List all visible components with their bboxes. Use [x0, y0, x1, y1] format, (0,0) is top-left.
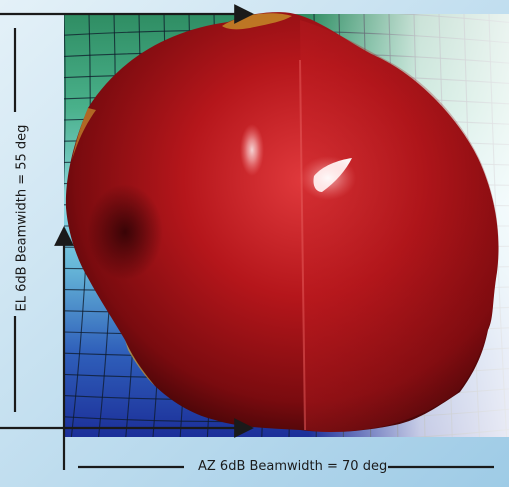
axes: [0, 4, 494, 470]
lobe-left-rim: [72, 108, 96, 160]
lobe-center-seam: [299, 59, 306, 431]
lobe-shadow: [87, 184, 163, 280]
lobe-right-half: [300, 20, 499, 433]
az-beamwidth-label: AZ 6dB Beamwidth = 70 deg: [198, 459, 388, 474]
radiation-lobe: [65, 12, 499, 433]
el-beamwidth-label: EL 6dB Beamwidth = 55 deg: [14, 124, 30, 312]
lobe-left-glint: [240, 124, 264, 176]
lobe-top-rim: [222, 13, 292, 30]
